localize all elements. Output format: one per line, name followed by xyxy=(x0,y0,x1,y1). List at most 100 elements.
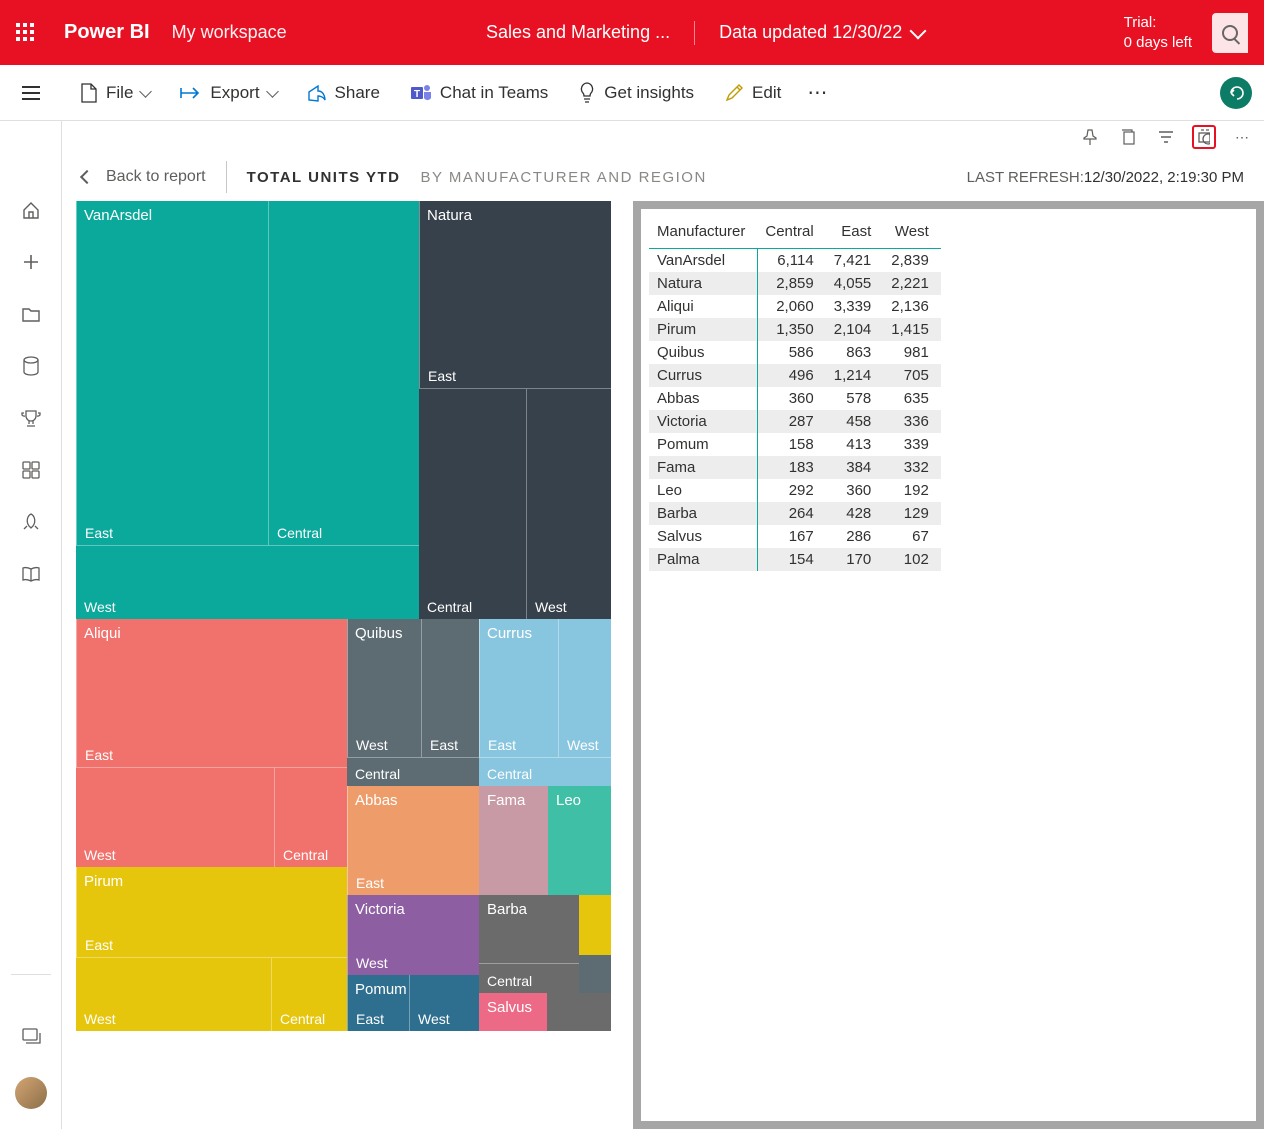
table-row[interactable]: Victoria287458336 xyxy=(649,410,941,433)
home-nav[interactable] xyxy=(20,199,42,221)
treemap-node[interactable]: VictoriaWest xyxy=(347,895,479,975)
column-header[interactable]: Manufacturer xyxy=(649,217,757,249)
table-row[interactable]: Abbas360578635 xyxy=(649,387,941,410)
treemap-node[interactable]: Leo xyxy=(548,786,611,895)
treemap-node[interactable]: BarbaCentral xyxy=(479,895,579,993)
nav-toggle[interactable] xyxy=(0,65,62,121)
table-row[interactable]: Leo292360192 xyxy=(649,479,941,502)
data-updated-dropdown[interactable]: Data updated 12/30/22 xyxy=(719,22,924,43)
browse-nav[interactable] xyxy=(20,303,42,325)
treemap-node[interactable]: NaturaEastCentralWest xyxy=(419,201,611,619)
treemap-node[interactable]: AbbasEast xyxy=(347,786,479,895)
trial-status[interactable]: Trial: 0 days left xyxy=(1124,13,1192,52)
treemap-leaf[interactable]: West xyxy=(558,619,611,757)
treemap-leaf[interactable]: East xyxy=(347,786,479,895)
treemap-leaf[interactable]: West xyxy=(76,957,271,1031)
column-header[interactable]: East xyxy=(826,217,884,249)
table-row[interactable]: Aliqui2,0603,3392,136 xyxy=(649,295,941,318)
treemap-node[interactable]: VanArsdelEastCentralWest xyxy=(76,201,419,619)
cell-value: 1,214 xyxy=(826,364,884,387)
leaf-label: Central xyxy=(487,766,532,782)
treemap-leaf[interactable]: West xyxy=(409,975,459,1031)
pin-visual[interactable] xyxy=(1078,125,1102,149)
treemap-leaf[interactable]: West xyxy=(76,545,419,619)
file-menu[interactable]: File xyxy=(70,77,160,109)
treemap-leaf[interactable]: Central xyxy=(479,963,579,993)
treemap-leaf[interactable]: Central xyxy=(268,201,419,545)
treemap-node[interactable]: AliquiEastWestCentral xyxy=(76,619,347,867)
table-row[interactable]: Natura2,8594,0552,221 xyxy=(649,272,941,295)
workspace-name[interactable]: My workspace xyxy=(172,22,287,43)
more-visual-options[interactable]: ⋯ xyxy=(1230,125,1254,149)
treemap-leaf[interactable]: Central xyxy=(479,757,611,786)
create-nav[interactable] xyxy=(20,251,42,273)
edit-button[interactable]: Edit xyxy=(714,77,791,109)
column-header[interactable]: West xyxy=(883,217,941,249)
treemap-leaf[interactable]: Central xyxy=(274,767,347,867)
table-row[interactable]: Currus4961,214705 xyxy=(649,364,941,387)
table-row[interactable]: Pirum1,3502,1041,415 xyxy=(649,318,941,341)
filter-visual[interactable] xyxy=(1154,125,1178,149)
treemap-leaf[interactable]: Central xyxy=(419,388,526,619)
treemap-node[interactable] xyxy=(459,975,479,1031)
copy-visual[interactable] xyxy=(1116,125,1140,149)
table-row[interactable]: Salvus16728667 xyxy=(649,525,941,548)
cell-value: 863 xyxy=(826,341,884,364)
data-hub-nav[interactable] xyxy=(20,355,42,377)
treemap-leaf[interactable]: East xyxy=(421,619,479,757)
treemap-node[interactable]: PomumEastWest xyxy=(347,975,459,1031)
treemap-leaf[interactable]: East xyxy=(479,619,558,757)
treemap-leaf[interactable]: West xyxy=(347,895,479,975)
table-row[interactable]: VanArsdel6,1147,4212,839 xyxy=(649,249,941,273)
switch-to-table[interactable] xyxy=(1192,125,1216,149)
treemap-leaf[interactable]: West xyxy=(526,388,611,619)
treemap-leaf[interactable]: West xyxy=(76,767,274,867)
treemap-node[interactable] xyxy=(547,993,611,1031)
table-row[interactable]: Barba264428129 xyxy=(649,502,941,525)
export-menu[interactable]: Export xyxy=(170,77,286,109)
learn-nav[interactable] xyxy=(20,563,42,585)
search-button[interactable] xyxy=(1212,13,1248,53)
treemap-leaf[interactable]: East xyxy=(347,975,409,1031)
leaf-label: East xyxy=(430,737,458,753)
insights-button[interactable]: Get insights xyxy=(568,76,704,110)
data-table-visual[interactable]: ManufacturerCentralEastWestVanArsdel6,11… xyxy=(633,201,1264,1129)
treemap-leaf[interactable]: Central xyxy=(347,757,479,786)
table-row[interactable]: Fama183384332 xyxy=(649,456,941,479)
share-button[interactable]: Share xyxy=(297,77,390,109)
metrics-nav[interactable] xyxy=(20,407,42,429)
workspaces-nav[interactable] xyxy=(20,1025,42,1047)
treemap-node[interactable] xyxy=(579,895,611,955)
treemap-leaf[interactable]: West xyxy=(347,619,421,757)
table-row[interactable]: Pomum158413339 xyxy=(649,433,941,456)
app-launcher-icon[interactable] xyxy=(16,23,36,43)
cell-value: 360 xyxy=(826,479,884,502)
treemap-visual[interactable]: VanArsdelEastCentralWestNaturaEastCentra… xyxy=(76,201,611,1031)
more-options[interactable]: ⋯ xyxy=(801,80,835,105)
treemap-node[interactable]: CurrusEastWestCentral xyxy=(479,619,611,786)
treemap-leaf[interactable]: East xyxy=(76,619,347,767)
treemap-node[interactable]: QuibusWestEastCentral xyxy=(347,619,479,786)
treemap-leaf[interactable]: Central xyxy=(271,957,347,1031)
report-name[interactable]: Sales and Marketing ... xyxy=(486,22,670,43)
table-row[interactable]: Quibus586863981 xyxy=(649,341,941,364)
treemap-leaf[interactable]: East xyxy=(76,867,347,957)
treemap-node[interactable]: Salvus xyxy=(479,993,547,1031)
node-label: Salvus xyxy=(487,999,532,1016)
treemap-node[interactable]: Fama xyxy=(479,786,548,895)
user-avatar[interactable] xyxy=(15,1077,47,1109)
cell-value: 1,415 xyxy=(883,318,941,341)
treemap-leaf[interactable]: East xyxy=(76,201,268,545)
treemap-node[interactable] xyxy=(579,955,611,993)
deployment-nav[interactable] xyxy=(20,511,42,533)
cell-value: 496 xyxy=(757,364,825,387)
lightbulb-icon xyxy=(578,82,596,104)
undo-button[interactable] xyxy=(1220,77,1252,109)
treemap-leaf[interactable]: East xyxy=(419,201,611,388)
treemap-node[interactable]: PirumEastWestCentral xyxy=(76,867,347,1031)
table-row[interactable]: Palma154170102 xyxy=(649,548,941,571)
column-header[interactable]: Central xyxy=(757,217,825,249)
apps-nav[interactable] xyxy=(20,459,42,481)
back-to-report[interactable]: Back to report xyxy=(82,168,206,186)
chat-teams-button[interactable]: T Chat in Teams xyxy=(400,77,558,109)
